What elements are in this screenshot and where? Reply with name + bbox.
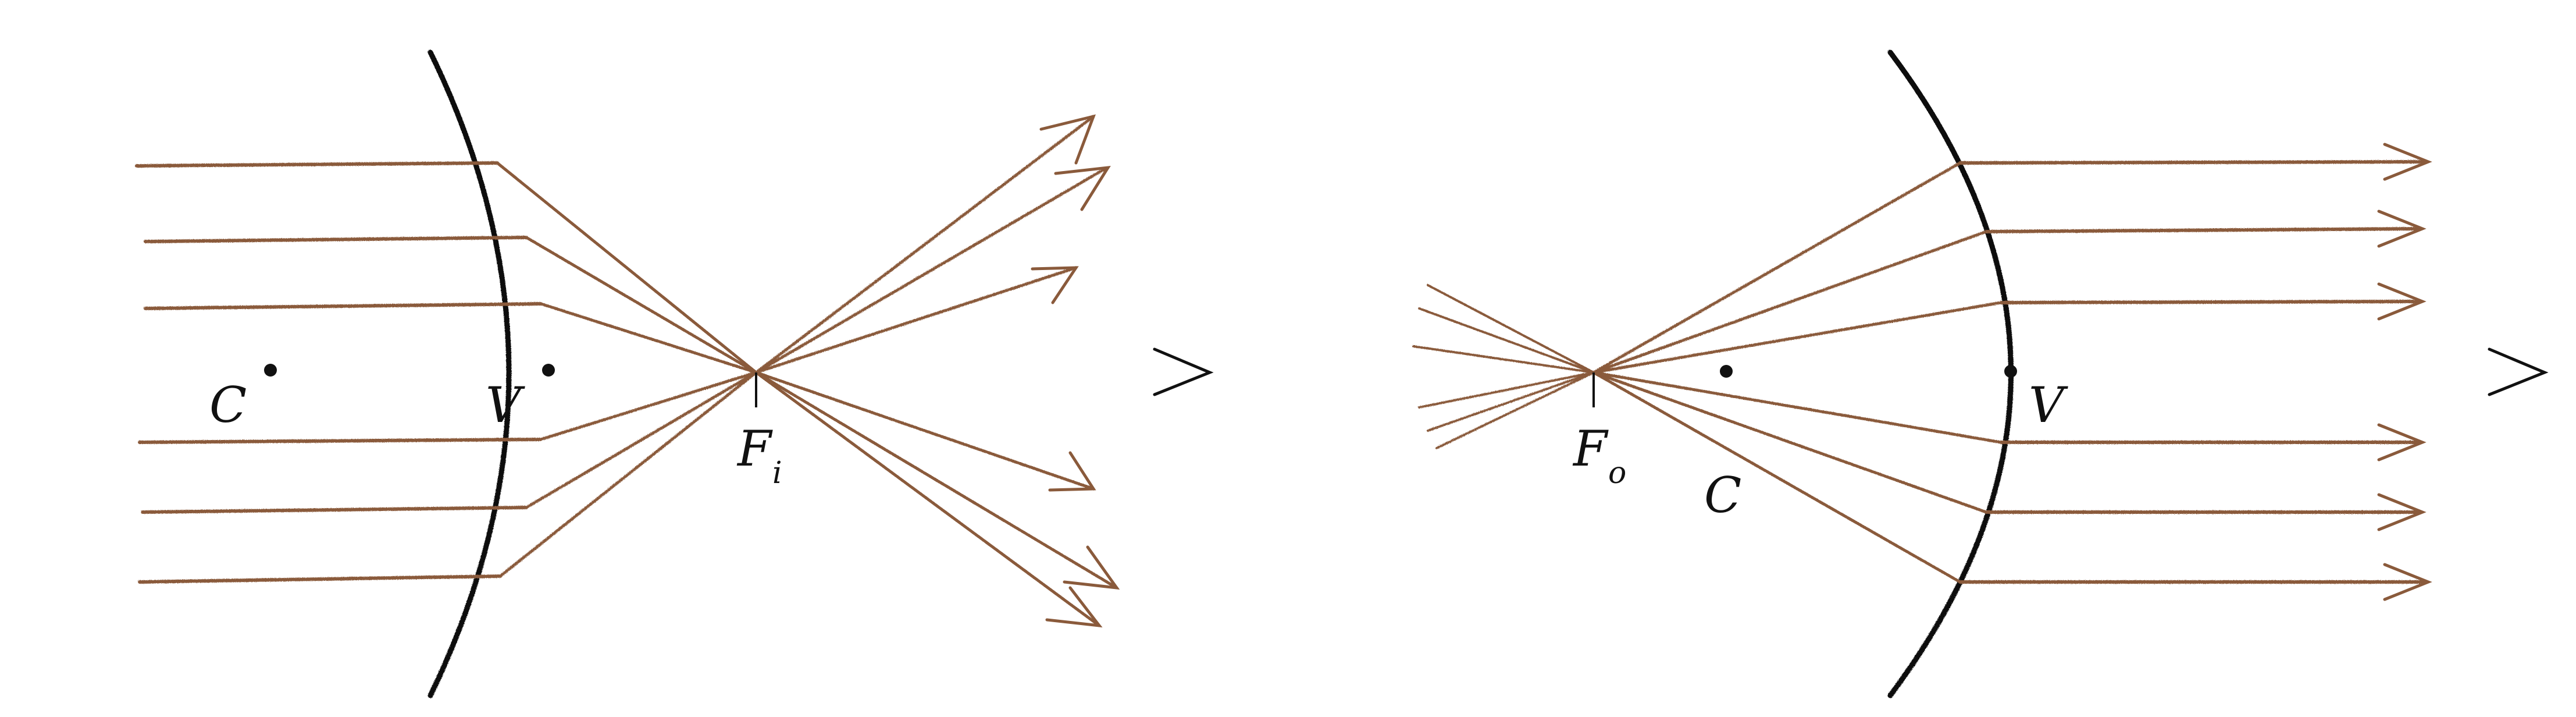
right-virtual-ray (1412, 345, 1595, 374)
left-diverging-ray (754, 371, 1101, 627)
right-ray-arrowhead (2383, 143, 2432, 181)
left-incoming-ray (138, 438, 543, 444)
left-ray-arrowhead (1031, 266, 1079, 304)
left-incoming-ray (138, 574, 502, 584)
right-focal-ray (1592, 230, 1988, 374)
left-ray-arrowheads (1031, 114, 1120, 628)
left-incoming-ray (135, 161, 499, 168)
right-axis-arrowhead (2488, 347, 2549, 396)
right-focal-ray (1592, 301, 2003, 374)
left-refracted-rays (496, 115, 1118, 627)
right-focal-ray (1592, 161, 1962, 374)
left-refracted-ray (498, 371, 758, 578)
right-outgoing-ray (1958, 160, 2427, 165)
right-ray-arrowheads (2377, 143, 2432, 601)
left-ray-arrowhead (1045, 586, 1103, 628)
right-virtual-ray (1435, 371, 1595, 449)
left-axis-arrowhead (1153, 347, 1214, 396)
right-center-label: C (1704, 467, 1741, 524)
left-diverging-ray (754, 266, 1078, 374)
right-outgoing-ray (1999, 300, 2421, 304)
right-ray-arrowhead (2377, 282, 2427, 321)
left-diverging-ray (754, 115, 1095, 374)
left-ray-arrowhead (1048, 451, 1096, 492)
right-vertex-label: V (2029, 377, 2068, 434)
left-center-point (264, 364, 277, 377)
left-incoming-ray (141, 506, 528, 514)
left-refracted-ray (525, 236, 758, 374)
right-ray-arrowhead (2377, 423, 2427, 462)
right-diagram: F o C V (1412, 49, 2549, 698)
right-focal-rays (1592, 161, 2003, 584)
left-focus-label: F (736, 420, 773, 477)
left-focus-subscript: i (772, 456, 782, 491)
right-virtual-rays (1412, 284, 1595, 449)
right-vertex-point (2004, 365, 2017, 378)
right-virtual-ray (1427, 371, 1595, 432)
right-ray-arrowhead (2383, 563, 2432, 601)
left-vertex-label: V (486, 377, 525, 434)
left-diverging-ray (754, 167, 1107, 374)
left-vertex-point (542, 364, 555, 377)
right-virtual-ray (1418, 371, 1595, 409)
right-outgoing-rays (1958, 160, 2427, 584)
right-virtual-ray (1418, 307, 1595, 374)
left-diagram: C V F i (16, 49, 1214, 698)
right-focal-ray (1592, 371, 1962, 584)
right-ray-arrowhead (2377, 493, 2427, 531)
right-center-point (1720, 365, 1733, 378)
left-lens-surface (427, 49, 512, 698)
right-ray-arrowhead (2377, 210, 2427, 248)
left-diverging-ray (754, 371, 1118, 590)
left-center-label: C (209, 377, 247, 434)
left-incoming-ray (144, 302, 543, 310)
left-refracted-ray (496, 161, 758, 374)
left-ray-arrowhead (1039, 114, 1096, 165)
left-refracted-ray (525, 371, 758, 509)
left-incoming-rays (135, 161, 543, 584)
right-virtual-ray (1427, 284, 1595, 374)
left-incoming-ray (144, 236, 528, 243)
right-focus-label: F (1572, 420, 1609, 477)
right-outgoing-ray (1984, 227, 2421, 233)
right-focal-ray (1592, 371, 2003, 444)
left-ray-arrowhead (1054, 165, 1111, 211)
left-refracted-ray (539, 302, 758, 374)
left-diverging-ray (754, 371, 1095, 491)
right-focal-ray (1592, 371, 1988, 514)
left-ray-arrowhead (1063, 545, 1120, 590)
right-focus-subscript: o (1608, 456, 1626, 491)
left-refracted-ray (539, 371, 758, 441)
